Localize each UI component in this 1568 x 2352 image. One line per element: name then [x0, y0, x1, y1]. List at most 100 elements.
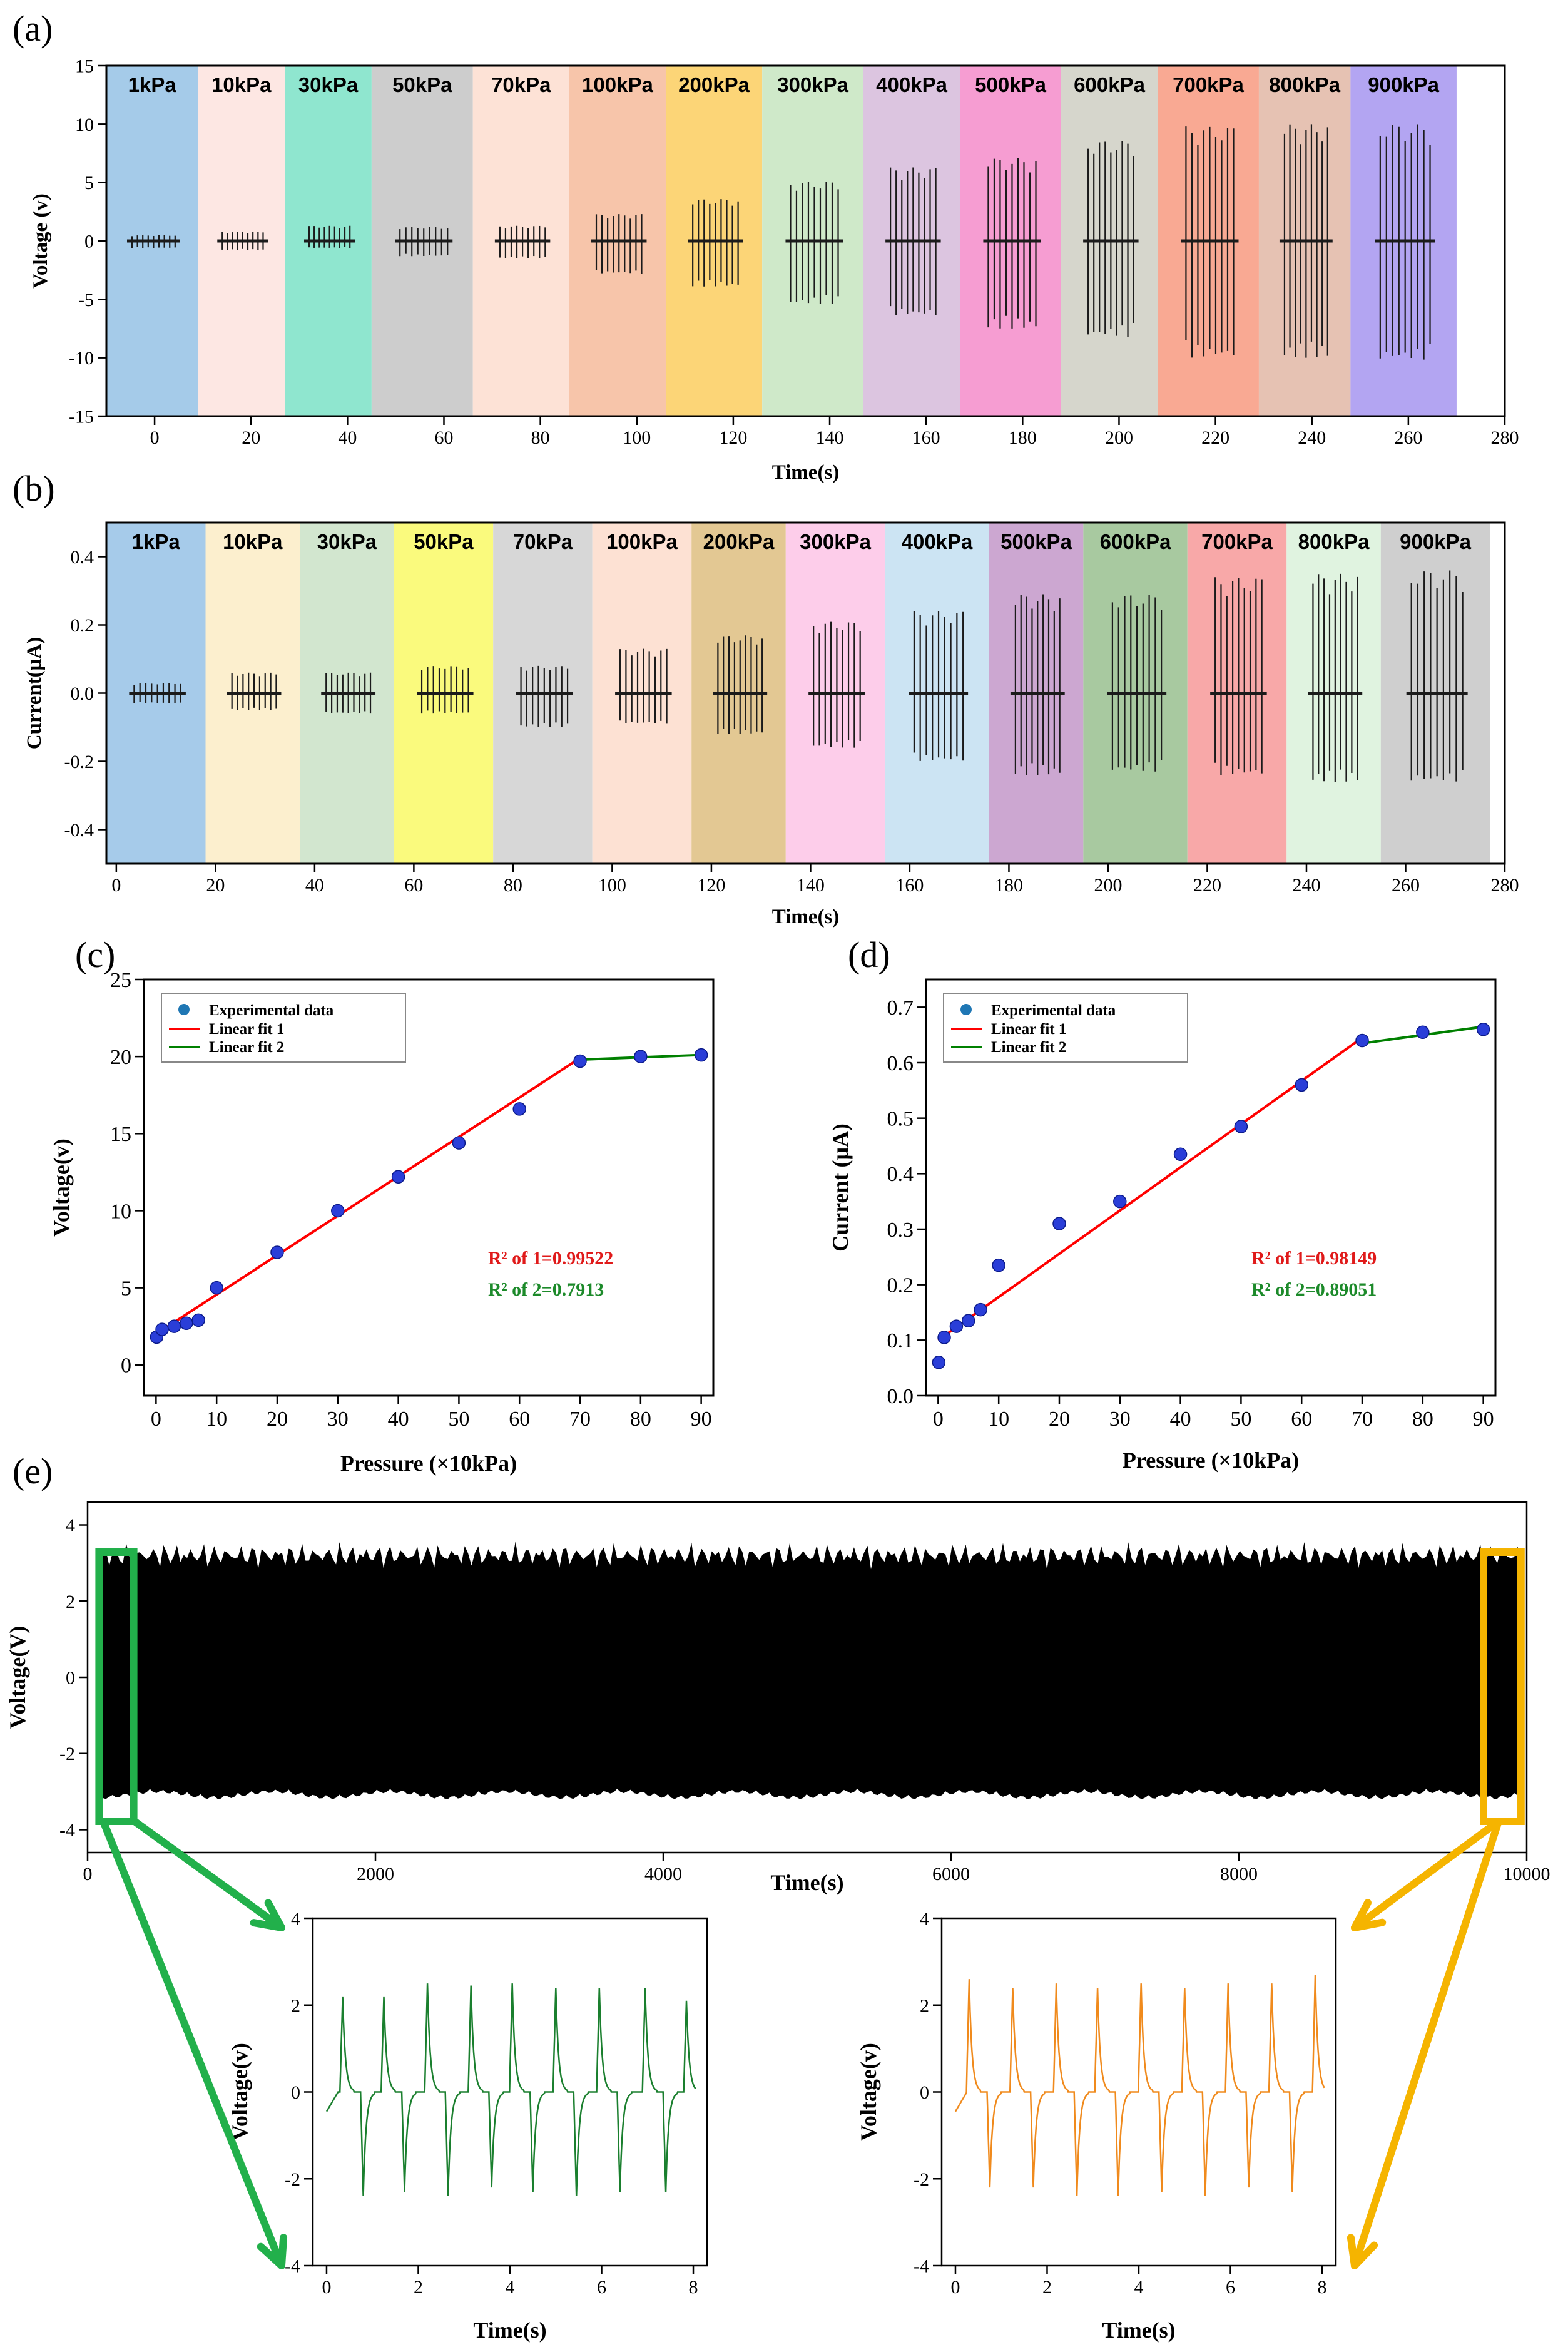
pressure-band-label: 50kPa	[414, 530, 474, 553]
pressure-band-label: 70kPa	[513, 530, 573, 553]
x-tick-label: 0	[933, 1408, 944, 1431]
data-point	[1173, 1147, 1188, 1162]
x-tick-label: 10	[988, 1408, 1009, 1431]
x-tick-label: 280	[1491, 875, 1519, 896]
x-tick-label: 260	[1392, 875, 1420, 896]
plot-frame	[143, 978, 715, 1397]
y-tick-label: 15	[75, 56, 94, 77]
x-tick-label: 4000	[644, 1864, 682, 1884]
y-axis-label: Voltage(v)	[49, 1138, 74, 1237]
r-squared-2: R² of 2=0.89051	[1251, 1279, 1377, 1300]
x-axis-label: Time(s)	[772, 461, 840, 484]
y-tick-label: 10	[75, 115, 94, 135]
y-tick-label: -4	[59, 1820, 75, 1841]
legend-label: Experimental data	[991, 1002, 1116, 1019]
zoom-box-start	[95, 1548, 138, 1825]
y-tick-label: -2	[285, 2169, 300, 2190]
x-tick-label: 220	[1201, 427, 1229, 448]
legend-label: Linear fit 1	[991, 1021, 1066, 1038]
arrow-orange-top-head	[1351, 1899, 1387, 1931]
x-tick-label: 2	[414, 2277, 423, 2298]
arrow-orange-bottom	[1351, 1818, 1502, 2269]
data-point	[634, 1050, 648, 1063]
voltage-vs-pressure-chart: 0 10 20 30 40 50 60 70 80 90 0 5 10 15 20 25 Pressure (×…	[49, 969, 715, 1476]
y-tick-label: -2	[914, 2169, 929, 2190]
x-tick-label: 60	[404, 875, 423, 896]
x-tick-label: 80	[531, 427, 550, 448]
x-tick-label: 40	[1170, 1408, 1191, 1431]
x-tick-label: 50	[1230, 1408, 1251, 1431]
pressure-band-label: 50kPa	[392, 73, 452, 96]
y-tick-label: 0.4	[71, 547, 94, 568]
y-tick-label: 0.2	[71, 615, 94, 636]
x-tick-label: 120	[697, 875, 725, 896]
y-tick-label: 4	[66, 1515, 75, 1536]
voltage-trace	[954, 1975, 1325, 2197]
pressure-band-label: 900kPa	[1368, 73, 1439, 96]
y-tick-label: 0.0	[71, 683, 94, 704]
y-tick-label: -0.2	[64, 752, 94, 772]
long-term-stability-chart: 0 2000 4000 6000 8000 10000 -4 -2 0 2 4 Time(s) Volt…	[5, 1501, 1550, 1895]
y-axis-label: Current (μA)	[828, 1123, 853, 1252]
data-point	[391, 1170, 405, 1184]
y-tick-label: 25	[110, 969, 131, 992]
y-tick-label: -2	[59, 1744, 75, 1764]
voltage-envelope	[99, 1541, 1521, 1799]
r-squared-2: R² of 2=0.7913	[488, 1279, 604, 1300]
y-axis-label: Voltage (v)	[29, 193, 52, 289]
pressure-band-label: 1kPa	[128, 73, 177, 96]
x-tick-label: 20	[242, 427, 260, 448]
pressure-band-label: 600kPa	[1100, 530, 1171, 553]
data-point	[270, 1245, 284, 1259]
data-point	[167, 1319, 181, 1333]
x-tick-label: 8	[1318, 2277, 1327, 2298]
x-tick-label: 8	[689, 2277, 698, 2298]
x-axis-label: Time(s)	[1102, 2318, 1175, 2343]
x-tick-label: 90	[1473, 1408, 1494, 1431]
panel-label-e: (e)	[13, 1451, 53, 1491]
y-axis-label: Voltage(v)	[227, 2043, 252, 2141]
legend-label: Linear fit 2	[991, 1039, 1066, 1056]
x-tick-label: 0	[322, 2277, 331, 2298]
data-point	[155, 1322, 169, 1336]
x-tick-label: 260	[1394, 427, 1422, 448]
linear-fit-1	[155, 1056, 581, 1336]
x-tick-label: 80	[504, 875, 522, 896]
x-tick-label: 40	[305, 875, 324, 896]
legend-marker-experimental	[178, 1004, 190, 1015]
data-point	[1295, 1078, 1308, 1092]
x-tick-label: 80	[630, 1408, 651, 1431]
r-squared-1: R² of 1=0.99522	[488, 1248, 613, 1269]
y-tick-label: 0.2	[887, 1274, 914, 1297]
y-tick-label: 5	[121, 1277, 131, 1300]
zoom-arrows	[99, 1818, 1502, 2269]
data-point	[1234, 1120, 1248, 1133]
data-point	[1052, 1217, 1066, 1230]
plot-frame	[925, 978, 1497, 1397]
data-point	[573, 1054, 587, 1068]
x-tick-label: 80	[1412, 1408, 1433, 1431]
x-tick-label: 30	[1109, 1408, 1131, 1431]
x-axis-label: Time(s)	[772, 906, 840, 928]
y-tick-label: 0.0	[887, 1385, 914, 1408]
data-point	[937, 1331, 951, 1344]
x-tick-label: 40	[388, 1408, 409, 1431]
arrow-green-bottom-head	[257, 2234, 288, 2269]
voltage-trace	[325, 1983, 696, 2197]
x-tick-label: 0	[83, 1864, 93, 1884]
x-tick-label: 200	[1105, 427, 1133, 448]
arrow-orange-top	[1351, 1818, 1502, 1931]
x-tick-label: 60	[434, 427, 453, 448]
x-tick-label: 120	[719, 427, 747, 448]
data-point	[1476, 1023, 1490, 1036]
legend-label: Linear fit 2	[209, 1039, 284, 1056]
x-tick-label: 60	[509, 1408, 530, 1431]
x-tick-label: 6000	[932, 1864, 970, 1884]
y-tick-label: 0.4	[887, 1163, 914, 1186]
pressure-band-label: 500kPa	[975, 73, 1046, 96]
data-point	[1113, 1194, 1127, 1209]
x-tick-label: 180	[995, 875, 1023, 896]
x-tick-label: 20	[206, 875, 225, 896]
panel-label-a: (a)	[13, 8, 53, 49]
pressure-band-label: 10kPa	[211, 73, 272, 96]
